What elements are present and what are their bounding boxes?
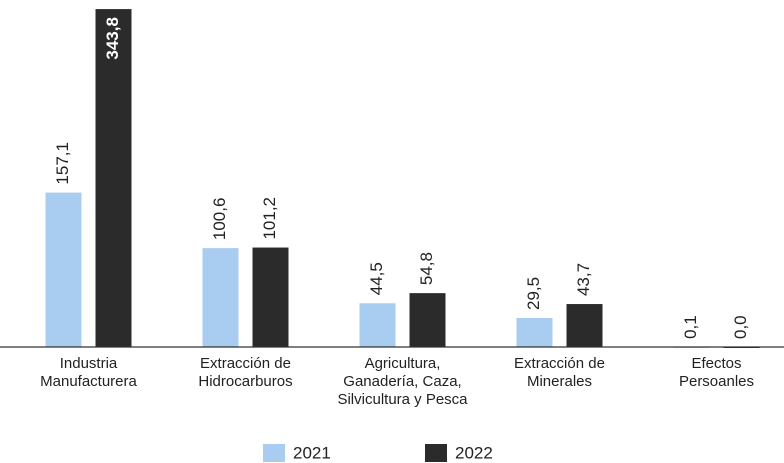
value-label: 100,6: [210, 198, 229, 241]
x-tick-label: Agricultura, Ganadería, Caza, Silvicultu…: [337, 355, 468, 408]
x-tick-label: Industria Manufacturera: [40, 355, 137, 390]
x-tick-label: Extracción de Minerales: [514, 355, 605, 390]
x-tick-label: Efectos Persoanles: [678, 355, 755, 390]
bar: [359, 303, 396, 347]
value-label: 54,8: [417, 252, 436, 285]
legend-swatch: [425, 444, 447, 462]
x-tick-label: Extracción de Hidrocarburos: [198, 355, 293, 390]
legend-swatch: [263, 444, 285, 462]
bar: [202, 248, 239, 347]
bar: [566, 304, 603, 347]
value-label: 29,5: [524, 277, 543, 310]
bar: [409, 293, 446, 347]
value-label: 101,2: [260, 197, 279, 240]
value-label: 44,5: [367, 262, 386, 295]
bar: [252, 247, 289, 347]
value-label: 0,0: [731, 315, 750, 339]
value-label: 0,1: [681, 315, 700, 339]
legend-label: 2022: [455, 443, 493, 462]
bar: [95, 9, 132, 347]
value-label: 43,7: [574, 263, 593, 296]
value-label: 157,1: [53, 142, 72, 185]
bar: [516, 318, 553, 347]
bar: [45, 192, 82, 347]
value-label: 343,8: [103, 17, 122, 60]
legend-label: 2021: [293, 443, 331, 462]
